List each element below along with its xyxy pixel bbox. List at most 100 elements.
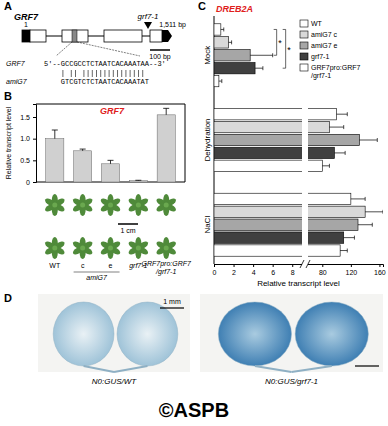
mutant-label: grf7-1 (138, 12, 159, 21)
error-line (110, 160, 111, 163)
tick-mark (273, 264, 274, 267)
leaf (117, 302, 178, 366)
error-line (351, 198, 365, 199)
error-bar (229, 40, 232, 44)
rosette-center (80, 203, 85, 208)
tick-mark (351, 264, 352, 267)
error-cap (135, 180, 141, 181)
match-bar (75, 70, 76, 77)
bar (214, 121, 329, 132)
legend-label: GRF7pro:GRF7/grf7-1 (311, 64, 361, 80)
amirna-target (72, 30, 77, 42)
error-bar (163, 108, 169, 115)
rosette-center (108, 246, 113, 251)
leaf (295, 302, 368, 366)
panel-a: GRF7grf7-111,511 bp100 bpGRF7amiG75'--GC… (6, 12, 186, 86)
panel-c: 0246880120160Relative transcript levelDR… (203, 4, 386, 288)
match-bar (130, 70, 131, 77)
chart-title: DREB2A (216, 4, 253, 14)
leaf (127, 240, 140, 251)
rosette-center (136, 246, 141, 251)
error-line (337, 114, 348, 115)
error-bar (329, 125, 343, 129)
tick-mark (33, 182, 36, 183)
exon (150, 30, 162, 42)
error-cap (343, 125, 344, 129)
error-bar (135, 180, 141, 181)
bar (214, 193, 351, 204)
legend: WTamiG7 camiG7 egrf7-1GRF7pro:GRF7/grf7-… (300, 20, 361, 80)
exon (22, 30, 30, 42)
rosette-center (164, 203, 169, 208)
scale-bar (118, 223, 138, 225)
bars (46, 108, 176, 182)
error-line (344, 237, 355, 238)
error-cap (272, 53, 273, 57)
leaf (127, 197, 140, 208)
tick: 0 (26, 179, 36, 186)
tick-label: 80 (319, 269, 327, 276)
bar (214, 219, 358, 230)
error-bar (108, 160, 114, 163)
panel-label: C (198, 0, 206, 12)
error-bar (358, 223, 372, 227)
group-label: amiG7 (86, 274, 108, 281)
error-bar (255, 66, 263, 70)
category-label: WT (49, 262, 61, 269)
category-label: NaCl (203, 216, 212, 234)
leaf (72, 197, 85, 208)
match-bar (62, 70, 63, 77)
axis: 0246880120160 (213, 264, 386, 276)
error-cap (354, 236, 355, 240)
exon (62, 30, 88, 42)
petiole (255, 366, 292, 372)
leaf (44, 240, 57, 251)
rosette-center (136, 203, 141, 208)
error-bar (351, 197, 365, 201)
legend-label: grf7-1 (311, 53, 329, 61)
match-bar (71, 70, 72, 77)
tick-mark (33, 139, 36, 140)
error-bar (365, 210, 383, 214)
error-line (255, 68, 263, 69)
bar (46, 139, 64, 182)
guide (56, 42, 72, 56)
error-line (329, 127, 343, 128)
legend-swatch (300, 31, 308, 38)
length-label: 1,511 bp (159, 21, 186, 29)
match-bar (109, 70, 110, 77)
bar (214, 109, 337, 120)
error-cap (377, 138, 378, 142)
tick-label: 0.5 (20, 157, 30, 164)
leaf (53, 302, 114, 366)
error-cap (383, 210, 384, 214)
rosette-center (164, 246, 169, 251)
bar (214, 63, 255, 74)
error-cap (329, 164, 330, 168)
match-bar (92, 70, 93, 77)
legend-label: amiG7 c (311, 31, 338, 38)
rosette-center (52, 246, 57, 251)
sequence: GTCGTCTCTAATCACAAATAT (61, 78, 149, 86)
petiole (292, 366, 332, 372)
bar (214, 232, 344, 243)
bar (214, 147, 334, 158)
error-cap (80, 149, 86, 150)
error-line (340, 250, 347, 251)
match-bar (121, 70, 122, 77)
rosette-center (108, 203, 113, 208)
bar (214, 134, 359, 145)
error-line (54, 130, 55, 139)
tick-label: 8 (291, 269, 295, 276)
axis: 00.51.01.5 (20, 105, 36, 186)
tick: 1.5 (20, 114, 36, 121)
error-cap (221, 79, 222, 83)
exon (30, 30, 46, 42)
panel-label: D (4, 292, 12, 304)
petiole (114, 366, 147, 372)
axis-line (215, 265, 384, 268)
utr-3 (162, 30, 172, 42)
photo (38, 294, 190, 372)
category-label: Mock (203, 45, 212, 65)
error-bar (340, 249, 347, 253)
